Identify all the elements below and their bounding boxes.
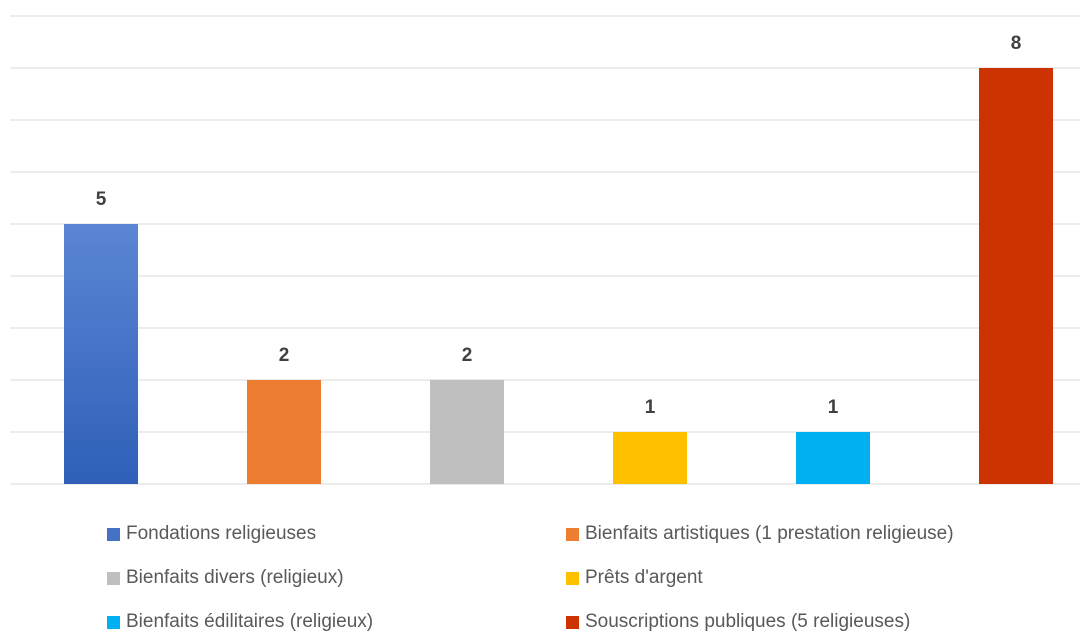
data-labels: 5 2 2 1 1 8 — [96, 33, 1022, 418]
legend-item-0: Fondations religieuses — [107, 523, 316, 545]
legend-item-4: Bienfaits édilitaires (religieux) — [107, 611, 373, 633]
legend-swatch-5 — [566, 615, 579, 629]
legend-label-3: Prêts d'argent — [585, 567, 703, 588]
data-label-4: 1 — [828, 397, 839, 418]
gridlines — [10, 15, 1080, 485]
bars — [64, 68, 1053, 484]
bar-3 — [613, 432, 687, 484]
data-label-1: 2 — [279, 345, 290, 366]
legend-swatch-1 — [566, 527, 579, 541]
data-label-2: 2 — [462, 345, 473, 366]
bar-4 — [796, 432, 870, 484]
legend-swatch-4 — [107, 615, 120, 629]
legend-label-5: Souscriptions publiques (5 religieuses) — [585, 611, 911, 632]
legend-item-1: Bienfaits artistiques (1 prestation reli… — [566, 523, 954, 545]
data-label-3: 1 — [645, 397, 656, 418]
legend-item-5: Souscriptions publiques (5 religieuses) — [566, 611, 910, 633]
data-label-0: 5 — [96, 189, 107, 210]
legend-item-3: Prêts d'argent — [566, 567, 703, 589]
legend-label-0: Fondations religieuses — [126, 523, 317, 544]
legend-label-4: Bienfaits édilitaires (religieux) — [126, 611, 374, 632]
legend-swatch-2 — [107, 571, 120, 585]
bar-0 — [64, 224, 138, 484]
bar-5 — [979, 68, 1053, 484]
bar-chart: 5 2 2 1 1 8 — [10, 15, 1080, 485]
bar-2 — [430, 380, 504, 484]
legend-label-2: Bienfaits divers (religieux) — [126, 567, 344, 588]
bar-1 — [247, 380, 321, 484]
legend: Fondations religieuses Bienfaits artistiq… — [0, 500, 1092, 644]
data-label-5: 8 — [1011, 33, 1022, 54]
legend-swatch-3 — [566, 571, 579, 585]
legend-label-1: Bienfaits artistiques (1 prestation reli… — [585, 523, 954, 544]
legend-item-2: Bienfaits divers (religieux) — [107, 567, 344, 589]
legend-swatch-0 — [107, 527, 120, 541]
